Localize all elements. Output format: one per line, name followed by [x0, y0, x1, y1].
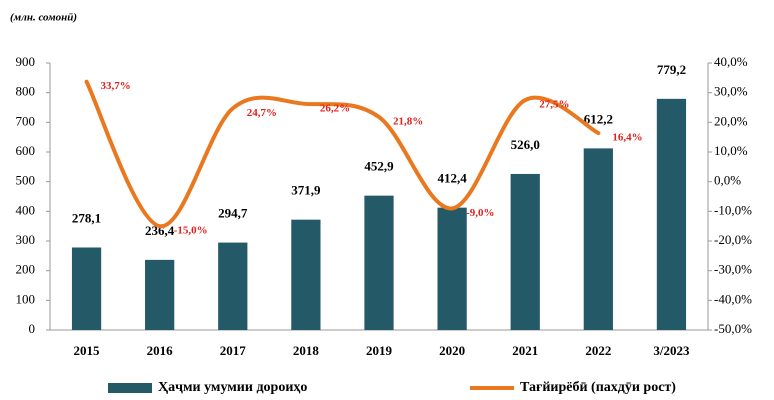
y-tick-label: 200 — [16, 262, 36, 277]
y-tick-label: 800 — [16, 84, 36, 99]
bar — [291, 219, 321, 330]
bar — [656, 98, 687, 330]
y-tick-label: 700 — [16, 113, 36, 128]
bar-value-label: 612,2 — [584, 111, 613, 126]
x-tick-label: 2021 — [512, 343, 538, 358]
legend-label: Ҳаҷми умумии дороиҳо — [158, 380, 307, 395]
bar-value-label: 526,0 — [511, 137, 540, 152]
y-tick-label: 600 — [16, 143, 36, 158]
line-value-label: 24,7% — [247, 107, 277, 119]
x-tick-label: 2016 — [147, 343, 174, 358]
y2-tick-label: -40,0% — [714, 291, 752, 306]
x-tick-label: 2015 — [74, 343, 101, 358]
bar — [583, 148, 613, 330]
y2-tick-label: -20,0% — [714, 232, 752, 247]
bar-value-label: 371,9 — [291, 183, 321, 198]
y2-tick-label: -10,0% — [714, 202, 752, 217]
line-value-label: 16,4% — [612, 132, 642, 144]
x-tick-label: 3/2023 — [653, 343, 690, 358]
line-value-label: 33,7% — [101, 80, 131, 92]
line-value-label: 21,8% — [393, 116, 423, 128]
y-tick-label: 0 — [29, 321, 36, 336]
bar-value-label: 452,9 — [364, 159, 394, 174]
legend-swatch — [108, 383, 152, 393]
y2-tick-label: 0,0% — [714, 173, 741, 188]
bar-value-label: 779,2 — [657, 62, 686, 77]
line — [84, 79, 601, 229]
y-tick-label: 900 — [16, 54, 36, 69]
legend-label: Тағйирёбӣ (пахдӯи рост) — [520, 380, 676, 395]
line-value-label: -9,0% — [466, 207, 494, 219]
x-tick-label: 2017 — [220, 343, 247, 358]
bar-value-label: 294,7 — [218, 206, 248, 221]
bar-value-label: 412,4 — [437, 171, 467, 186]
x-tick-label: 2020 — [439, 343, 465, 358]
bar — [437, 207, 467, 330]
x-tick-label: 2018 — [293, 343, 320, 358]
y2-tick-label: -30,0% — [714, 262, 752, 277]
bar — [145, 259, 175, 330]
y-tick-label: 500 — [16, 173, 36, 188]
y2-tick-label: 40,0% — [714, 54, 748, 69]
y2-tick-label: 20,0% — [714, 113, 748, 128]
y-tick-label: 300 — [16, 232, 36, 247]
line-value-label: -15,0% — [174, 225, 208, 237]
y2-tick-label: -50,0% — [714, 321, 752, 336]
y-tick-label: 400 — [16, 202, 36, 217]
bar — [218, 242, 248, 330]
x-tick-label: 2022 — [585, 343, 611, 358]
bar — [364, 195, 394, 330]
bar-value-label: 236,4 — [145, 223, 175, 238]
y2-tick-label: 30,0% — [714, 84, 748, 99]
y-tick-label: 100 — [16, 291, 36, 306]
x-tick-label: 2019 — [366, 343, 393, 358]
chart-title: (млн. сомонӣ) — [10, 12, 77, 24]
bar — [510, 173, 540, 330]
line-value-label: 27,5% — [539, 99, 569, 111]
line-value-label: 26,2% — [320, 102, 350, 114]
bar — [71, 247, 102, 330]
bar-value-label: 278,1 — [72, 210, 101, 225]
y2-tick-label: 10,0% — [714, 143, 748, 158]
